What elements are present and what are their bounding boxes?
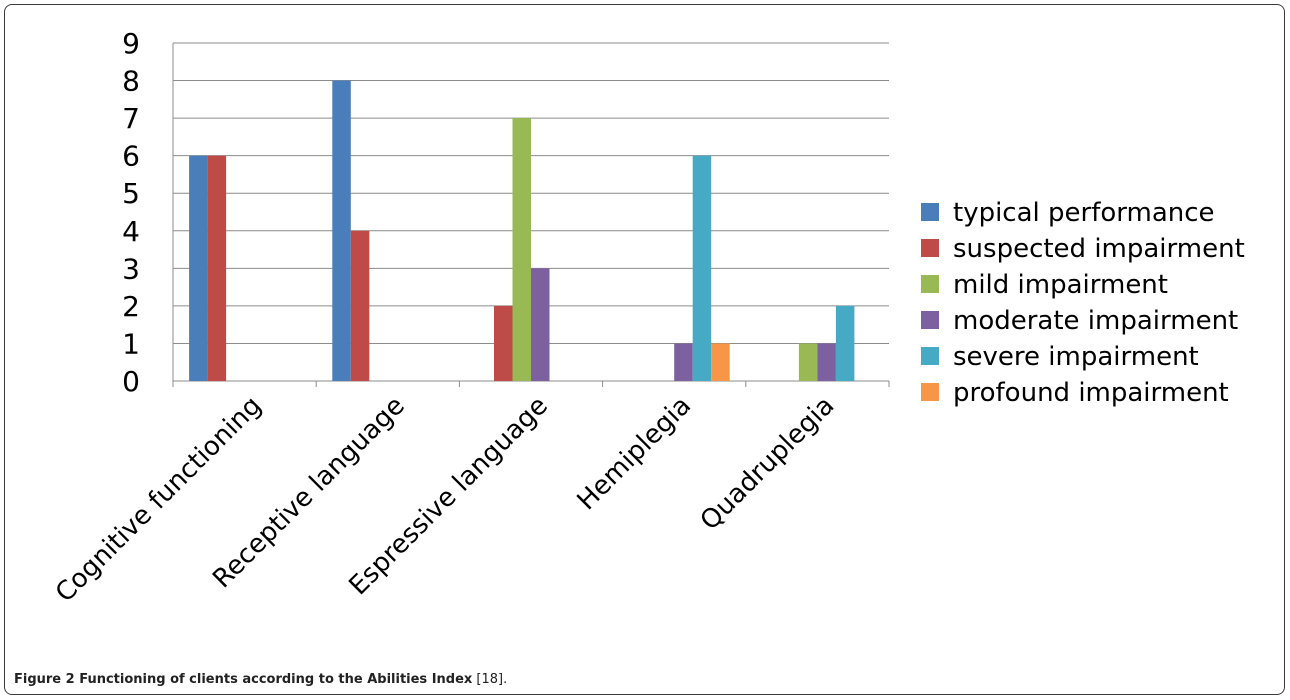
y-tick-label: 7	[122, 102, 140, 135]
x-tick-label: Hemiplegia	[572, 391, 698, 517]
caption-reference: [18].	[472, 672, 508, 687]
y-tick-label: 8	[122, 65, 140, 98]
y-tick-label: 2	[122, 290, 140, 323]
legend-label: typical performance	[953, 198, 1215, 228]
bar	[332, 80, 351, 382]
legend-label: moderate impairment	[953, 306, 1238, 336]
x-tick-label: Quadruplegia	[695, 391, 841, 537]
bar	[189, 155, 208, 381]
bar	[207, 155, 227, 381]
bar	[798, 343, 818, 381]
bar	[512, 118, 531, 381]
bar	[674, 343, 693, 381]
bar	[494, 305, 513, 381]
bar	[350, 230, 370, 381]
y-tick-label: 5	[122, 177, 140, 210]
legend-swatch	[921, 347, 939, 365]
bar	[835, 305, 855, 381]
y-tick-label: 3	[122, 252, 140, 285]
bar	[817, 343, 836, 381]
bar	[711, 343, 730, 381]
legend-swatch	[921, 239, 939, 257]
legend-label: suspected impairment	[953, 234, 1245, 264]
caption-label: Figure 2 Functioning of clients accordin…	[14, 672, 473, 687]
legend-swatch	[921, 383, 939, 401]
figure-caption: Figure 2 Functioning of clients accordin…	[14, 672, 507, 687]
y-tick-label: 1	[122, 327, 140, 360]
legend-label: mild impairment	[953, 270, 1168, 300]
legend-label: profound impairment	[953, 378, 1229, 408]
y-tick-label: 9	[122, 27, 140, 60]
bar	[531, 268, 550, 381]
y-tick-label: 6	[122, 140, 140, 173]
y-tick-label: 0	[122, 365, 140, 398]
legend-swatch	[921, 203, 939, 221]
bar	[692, 155, 712, 381]
y-tick-label: 4	[122, 215, 140, 248]
legend-swatch	[921, 311, 939, 329]
legend-swatch	[921, 275, 939, 293]
legend-label: severe impairment	[953, 342, 1199, 372]
